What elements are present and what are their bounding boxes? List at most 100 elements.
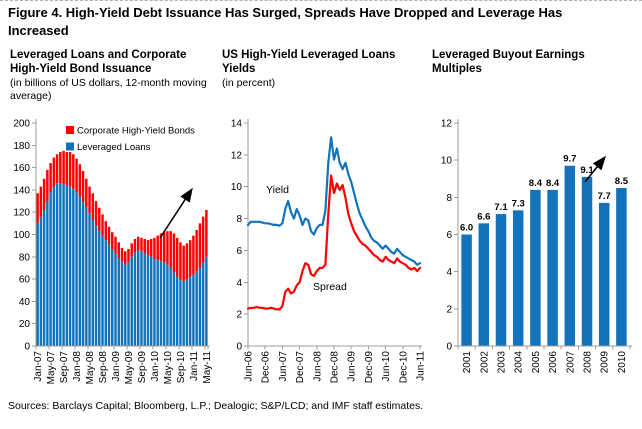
svg-text:6.6: 6.6 bbox=[477, 211, 490, 222]
svg-text:12: 12 bbox=[231, 150, 243, 161]
panel-issuance-header: Leveraged Loans and Corporate High-Yield… bbox=[10, 48, 210, 102]
svg-text:May-09: May-09 bbox=[124, 351, 135, 385]
panel-yields-header: US High-Yield Leveraged Loans Yields (in… bbox=[222, 48, 425, 90]
yields-chart-subtitle: (in percent) bbox=[222, 77, 276, 90]
legend-label-bonds: Corporate High-Yield Bonds bbox=[77, 126, 195, 137]
svg-text:Dec-10: Dec-10 bbox=[398, 351, 409, 384]
axes bbox=[32, 119, 210, 350]
lbo-chart: 6.0 6.6 7.1 7.3 8.4 8.4 9.7 9.1 7.7 8.5 0 2 4 6 8 10 12 2… bbox=[441, 119, 632, 374]
svg-text:180: 180 bbox=[13, 141, 30, 152]
svg-text:2001: 2001 bbox=[462, 351, 473, 374]
svg-text:8: 8 bbox=[446, 193, 452, 204]
legend-label-loans: Leveraged Loans bbox=[77, 142, 151, 153]
svg-text:7.1: 7.1 bbox=[494, 202, 508, 213]
svg-text:Sep-09: Sep-09 bbox=[137, 351, 148, 384]
svg-text:160: 160 bbox=[13, 163, 30, 174]
spread-label: Spread bbox=[313, 281, 347, 293]
svg-text:40: 40 bbox=[19, 297, 31, 308]
svg-text:2: 2 bbox=[236, 310, 242, 321]
svg-text:2002: 2002 bbox=[479, 351, 490, 374]
svg-text:Sep-08: Sep-08 bbox=[98, 351, 109, 384]
series-labels: Yield Spread bbox=[266, 184, 347, 293]
legend-swatch-bonds bbox=[66, 126, 74, 134]
svg-text:Jan-11: Jan-11 bbox=[189, 351, 200, 381]
svg-text:Jun-06: Jun-06 bbox=[244, 351, 255, 382]
axes bbox=[454, 119, 632, 350]
svg-text:Jun-07: Jun-07 bbox=[278, 351, 289, 382]
loans-bars bbox=[36, 183, 208, 346]
yield-label: Yield bbox=[266, 184, 289, 196]
svg-text:Jun-09: Jun-09 bbox=[347, 351, 358, 382]
svg-text:Jan-08: Jan-08 bbox=[72, 351, 83, 382]
svg-text:14: 14 bbox=[231, 119, 243, 130]
svg-text:10: 10 bbox=[231, 182, 243, 193]
svg-text:8.4: 8.4 bbox=[546, 178, 560, 189]
x-tick-labels: Jun-06 Dec-06 Jun-07 Dec-07 Jun-08 Dec-08 Jun-… bbox=[244, 351, 427, 384]
x-tick-labels: 2001 2002 2003 2004 2005 2006 2007 2008 2009 2010 bbox=[462, 351, 628, 374]
svg-text:7.3: 7.3 bbox=[512, 198, 525, 209]
svg-text:6: 6 bbox=[236, 246, 242, 257]
y-tick-labels: 0 20 40 60 80 100 120 140 160 180 200 bbox=[13, 119, 30, 353]
svg-text:120: 120 bbox=[13, 208, 30, 219]
trend-arrow bbox=[159, 187, 193, 239]
panel-lbo-header: Leveraged Buyout Earnings Multiples bbox=[432, 48, 635, 76]
figure-title: Figure 4. High-Yield Debt Issuance Has S… bbox=[8, 5, 563, 39]
svg-text:May-11: May-11 bbox=[202, 351, 213, 384]
svg-text:20: 20 bbox=[19, 319, 31, 330]
trend-arrow bbox=[584, 155, 606, 183]
svg-text:4: 4 bbox=[446, 267, 452, 278]
y-tick-labels: 0 2 4 6 8 10 12 bbox=[441, 119, 453, 353]
svg-text:Jun-11: Jun-11 bbox=[416, 351, 427, 381]
svg-text:2003: 2003 bbox=[497, 351, 508, 374]
yields-chart-title: US High-Yield Leveraged Loans Yields bbox=[222, 49, 396, 76]
svg-text:May-08: May-08 bbox=[85, 351, 96, 385]
svg-text:6: 6 bbox=[446, 230, 452, 241]
svg-text:May-07: May-07 bbox=[46, 351, 57, 385]
svg-text:Dec-09: Dec-09 bbox=[364, 351, 375, 384]
legend: Corporate High-Yield Bonds Leveraged Loan… bbox=[66, 126, 195, 153]
svg-text:7.7: 7.7 bbox=[598, 191, 611, 202]
svg-text:80: 80 bbox=[19, 252, 31, 263]
svg-text:2006: 2006 bbox=[548, 351, 559, 374]
svg-text:2004: 2004 bbox=[514, 351, 525, 374]
svg-text:100: 100 bbox=[13, 230, 30, 241]
yield-line bbox=[246, 136, 422, 266]
bonds-bars bbox=[36, 150, 208, 282]
spread-line bbox=[246, 174, 422, 311]
svg-text:2008: 2008 bbox=[583, 351, 594, 374]
svg-text:Jan-09: Jan-09 bbox=[111, 351, 122, 382]
svg-text:2010: 2010 bbox=[617, 351, 628, 374]
svg-text:8: 8 bbox=[236, 214, 242, 225]
y-tick-labels: 0 2 4 6 8 10 12 14 bbox=[231, 119, 243, 353]
multiple-bars bbox=[461, 165, 627, 346]
svg-text:140: 140 bbox=[13, 185, 30, 196]
svg-text:0: 0 bbox=[236, 342, 242, 353]
svg-text:Sep-10: Sep-10 bbox=[176, 351, 187, 384]
svg-text:2005: 2005 bbox=[531, 351, 542, 374]
svg-text:9.1: 9.1 bbox=[580, 165, 594, 176]
svg-text:Sep-07: Sep-07 bbox=[59, 351, 70, 384]
svg-text:60: 60 bbox=[19, 275, 31, 286]
issuance-chart-subtitle: (in billions of US dollars, 12-month mov… bbox=[10, 77, 207, 102]
svg-text:2: 2 bbox=[446, 304, 452, 315]
svg-text:9.7: 9.7 bbox=[563, 154, 576, 165]
x-tick-labels: Jan-07 May-07 Sep-07 Jan-08 May-08 Sep-08 Jan-… bbox=[33, 351, 213, 385]
svg-text:Dec-08: Dec-08 bbox=[330, 351, 341, 384]
svg-text:8.5: 8.5 bbox=[615, 176, 629, 187]
svg-text:May-10: May-10 bbox=[163, 351, 174, 385]
bar-value-labels: 6.0 6.6 7.1 7.3 8.4 8.4 9.7 9.1 7.7 8.5 bbox=[460, 154, 629, 234]
svg-text:8.4: 8.4 bbox=[529, 178, 543, 189]
svg-text:2007: 2007 bbox=[565, 351, 576, 374]
lbo-chart-title: Leveraged Buyout Earnings Multiples bbox=[432, 49, 585, 76]
svg-text:12: 12 bbox=[441, 119, 453, 130]
svg-text:Jun-08: Jun-08 bbox=[312, 351, 323, 382]
svg-text:0: 0 bbox=[24, 342, 30, 353]
svg-text:Jan-07: Jan-07 bbox=[33, 351, 44, 382]
svg-text:Jan-10: Jan-10 bbox=[150, 351, 161, 382]
svg-text:10: 10 bbox=[441, 156, 453, 167]
svg-text:Jun-10: Jun-10 bbox=[381, 351, 392, 382]
svg-text:Dec-07: Dec-07 bbox=[295, 351, 306, 384]
svg-text:6.0: 6.0 bbox=[460, 223, 473, 234]
